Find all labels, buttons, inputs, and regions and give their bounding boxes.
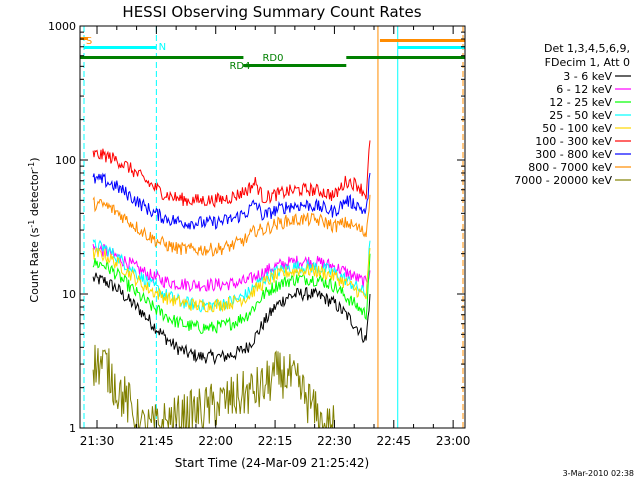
series-line xyxy=(92,243,371,293)
series-50-100keV xyxy=(92,247,371,313)
series-line xyxy=(92,194,371,257)
series-line xyxy=(92,272,371,366)
rd4-label: RD4 xyxy=(229,61,250,72)
x-tick-label: 21:30 xyxy=(80,434,115,448)
series-line xyxy=(92,344,335,430)
series-line xyxy=(92,140,371,209)
legend-entry-label: 12 - 25 keV xyxy=(549,96,612,109)
x-tick-label: 22:30 xyxy=(317,434,352,448)
chart-title: HESSI Observing Summary Count Rates xyxy=(122,3,421,21)
series-3-6keV xyxy=(92,272,371,366)
axes-layer: 1 10 100 1000 21:30 21:45 22:00 22:15 22:30 22:45… xyxy=(48,20,470,448)
night-bar-left xyxy=(84,46,157,49)
y-axis-label-mid: detector xyxy=(28,169,41,219)
x-tick-label: 22:45 xyxy=(376,434,411,448)
night-label: N xyxy=(159,42,166,53)
rd0-bar-left xyxy=(80,56,244,59)
legend-header-line-1: Det 1,3,4,5,6,9, xyxy=(544,42,630,55)
series-line xyxy=(92,172,371,230)
footer-timestamp: 3-Mar-2010 02:38 xyxy=(563,469,634,478)
legend-entry-label: 300 - 800 keV xyxy=(535,148,612,161)
series-7000-20000keV xyxy=(92,344,335,430)
saa-label: S xyxy=(86,36,92,47)
legend-entry-label: 3 - 6 keV xyxy=(563,70,612,83)
series-line xyxy=(92,247,371,313)
series-12-25keV xyxy=(92,253,371,334)
legend-entry-label: 7000 - 20000 keV xyxy=(514,174,612,187)
rd0-label: RD0 xyxy=(262,53,283,64)
series-100-300keV xyxy=(92,140,371,209)
series-line xyxy=(92,253,371,334)
y-axis-label-prefix: Count Rate (s xyxy=(28,227,41,302)
y-tick-label: 1000 xyxy=(48,20,76,33)
y-axis-label-sup2: -1 xyxy=(27,162,36,170)
x-tick-label: 22:15 xyxy=(258,434,293,448)
y-axis-label-sup1: -1 xyxy=(27,220,36,228)
x-tick-label: 21:45 xyxy=(139,434,174,448)
rd4-bar xyxy=(243,64,347,67)
y-axis-label: Count Rate (s-1 detector-1) xyxy=(27,157,42,302)
series-300-800keV xyxy=(92,172,371,230)
x-tick-label: 23:00 xyxy=(436,434,471,448)
legend-entry-label: 6 - 12 keV xyxy=(556,83,612,96)
series-6-12keV xyxy=(92,243,371,293)
legend-entry-label: 50 - 100 keV xyxy=(542,122,612,135)
series-800-7000keV xyxy=(92,194,371,257)
plot-frame xyxy=(79,25,466,429)
y-tick-label: 100 xyxy=(55,154,76,167)
legend-entry-label: 100 - 300 keV xyxy=(535,135,612,148)
y-tick-label: 1 xyxy=(69,422,76,435)
saa-bar-right xyxy=(379,39,465,42)
x-tick-label: 22:00 xyxy=(198,434,233,448)
legend-entry-label: 800 - 7000 keV xyxy=(528,161,612,174)
legend-entry-label: 25 - 50 keV xyxy=(549,109,612,122)
y-tick-label: 10 xyxy=(62,288,76,301)
series-layer xyxy=(92,140,371,430)
x-axis-label: Start Time (24-Mar-09 21:25:42) xyxy=(175,456,369,470)
night-bar-right xyxy=(397,46,465,49)
rd0-bar-right xyxy=(346,56,465,59)
legend-header-line-2: FDecim 1, Att 0 xyxy=(545,56,630,69)
y-axis-label-suffix: ) xyxy=(28,157,41,161)
